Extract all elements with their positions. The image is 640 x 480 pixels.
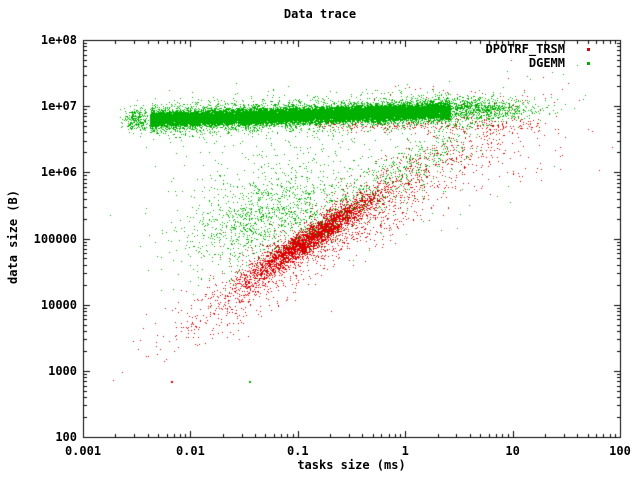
x-tick-label: 0.01 xyxy=(175,444,205,458)
legend-marker-wrap xyxy=(565,47,611,51)
x-tick-label: 1 xyxy=(401,444,409,458)
y-tick-label: 1000 xyxy=(48,363,77,378)
y-tick-label: 1e+06 xyxy=(40,165,77,180)
x-tick-label: 0.1 xyxy=(286,444,309,458)
legend-label: DGEMM xyxy=(528,56,565,70)
legend-marker-green-dot-icon xyxy=(586,61,590,65)
x-tick-label: 100 xyxy=(609,444,631,458)
x-axis-label: tasks size (ms) xyxy=(297,458,406,472)
x-tick-label: 10 xyxy=(505,444,520,458)
y-axis-label: data size (B) xyxy=(6,190,20,284)
legend-marker-red-dot-icon xyxy=(586,47,590,51)
legend-entry-dpotrf-trsm: DPOTRF_TRSM xyxy=(486,42,611,56)
y-tick-label: 10000 xyxy=(40,297,77,312)
y-tick-label: 100 xyxy=(55,430,77,444)
y-tick-label: 1e+08 xyxy=(40,33,77,47)
legend-marker-wrap xyxy=(565,61,611,65)
x-tick-label: 0.001 xyxy=(64,444,102,458)
y-tick-label: 100000 xyxy=(33,231,77,246)
y-tick-label: 1e+07 xyxy=(40,99,77,114)
legend: DPOTRF_TRSM DGEMM xyxy=(486,42,611,70)
legend-label: DPOTRF_TRSM xyxy=(485,42,565,56)
chart-title: Data trace xyxy=(283,7,357,21)
legend-entry-dgemm: DGEMM xyxy=(486,56,611,70)
